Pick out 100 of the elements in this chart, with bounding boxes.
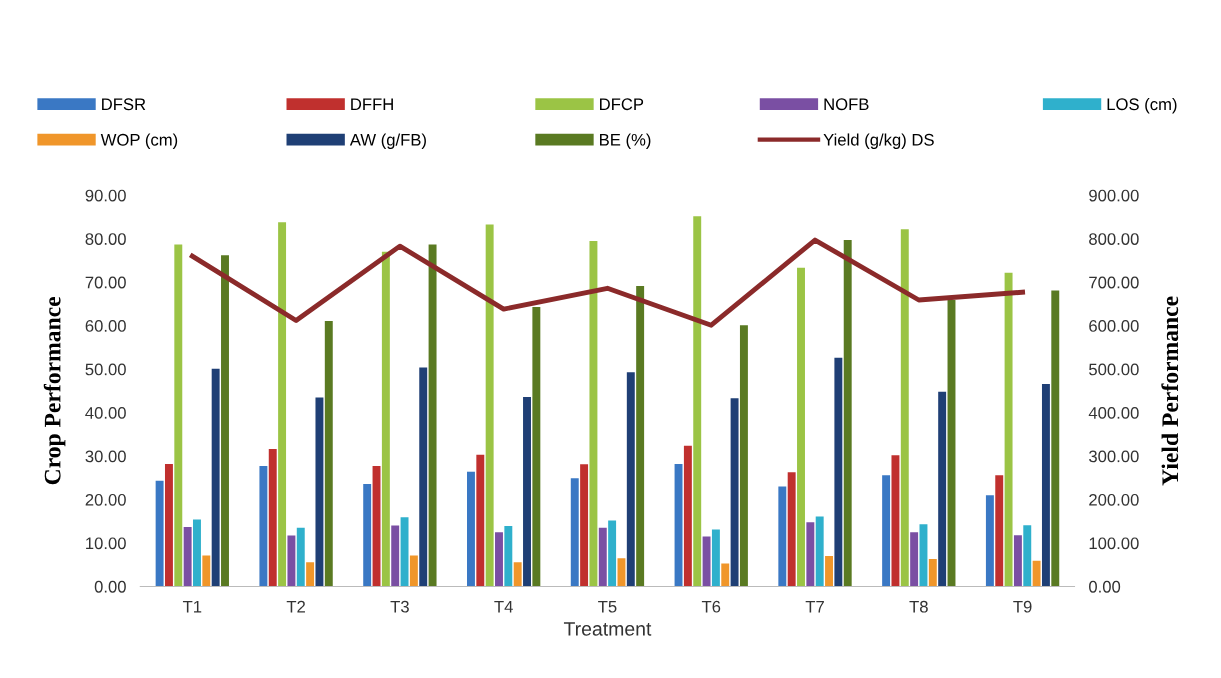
line-series [189,237,1026,328]
bar [211,368,220,587]
y-tick-label: 40.00 [85,407,126,419]
bar [419,367,428,587]
bar [711,529,720,587]
bar [636,286,645,587]
bar [626,372,635,587]
bar [589,240,598,587]
y-tick-label: 80.00 [85,233,126,245]
x-tick-label: T9 [1013,600,1032,613]
x-tick-label: T7 [805,600,824,613]
bar [891,455,900,587]
bar [995,475,1004,587]
bar [985,495,994,587]
bar [910,532,919,587]
bar [1023,525,1032,587]
legend-label: DFCP [600,98,644,111]
bar [778,486,787,587]
y2-tick-label: 300.00 [1089,450,1139,463]
y2-tick-label: 500.00 [1089,363,1139,376]
bar [504,526,513,587]
y-axis-title: Crop Performance [43,296,66,485]
x-tick-label: T3 [390,600,409,613]
y2-tick-label: 200.00 [1089,493,1139,506]
bar [570,478,579,587]
bar [315,397,324,587]
bar [467,471,475,587]
legend-label: Yield (g/kg) DS [823,133,934,149]
legend-label: BE (%) [600,133,651,149]
bar [363,483,372,587]
y-tick-label: 10.00 [86,537,126,550]
x-axis-title: Treatment [563,622,652,636]
legend-label: NOFB [824,98,869,111]
bar [806,522,815,587]
y2-tick-label: 800.00 [1089,233,1139,245]
bar [1041,383,1050,587]
bar [580,464,589,587]
bar [381,251,390,587]
bar [928,559,937,587]
bar [730,398,739,587]
bar [739,325,748,587]
bar [1004,272,1013,587]
bar [306,562,315,587]
bar [797,267,805,587]
bar [400,517,409,587]
bar [683,445,692,587]
bar [815,516,824,587]
y2-tick-label: 0.00 [1089,580,1121,593]
bar [174,244,183,587]
y-tick-label: 70.00 [85,276,126,289]
bar [193,519,201,587]
bar [287,535,296,587]
y-tick-label: 60.00 [85,320,126,332]
bar [296,527,305,587]
legend-label: AW (g/FB) [349,133,426,149]
bar [495,532,503,587]
bar [617,558,626,587]
bar [202,555,211,587]
y-tick-label: 50.00 [85,363,126,376]
y-tick-label: 0.00 [94,580,126,593]
x-tick-label: T6 [701,600,721,613]
bar [938,391,947,587]
y2-tick-label: 900.00 [1089,189,1139,202]
bar [324,320,333,587]
bar [598,527,607,587]
bar [155,480,164,587]
bar [164,463,173,587]
legend-label: WOP (cm) [100,133,178,149]
bar [183,526,192,587]
legend-label: DFFH [351,98,393,110]
y2-axis-title: Yield Performance [1161,296,1179,486]
bar [1051,290,1060,587]
bar [1013,535,1022,587]
bar [702,536,711,587]
bar [523,396,531,587]
x-tick-label: T2 [286,600,305,613]
bar [259,466,268,587]
bar [1032,560,1041,587]
legend-label: DFSR [102,98,146,111]
y2-tick-label: 600.00 [1089,320,1139,332]
y-tick-label: 30.00 [85,450,126,463]
x-tick-label: T5 [598,600,617,613]
bar [882,475,891,587]
legend-label: LOS (cm) [1107,97,1177,114]
bar [693,216,702,587]
x-tick-label: T1 [182,600,202,613]
bar [825,556,833,587]
y2-tick-label: 100.00 [1089,537,1139,550]
bar [787,472,796,587]
bar [485,224,494,587]
bar [513,562,522,587]
bar [900,229,909,587]
bar [476,454,485,587]
y-tick-label: 90.00 [85,189,126,202]
bar [608,520,617,587]
bar [391,525,400,587]
bar [843,240,852,587]
bar [409,555,418,587]
bar [532,306,541,587]
bar [674,463,683,587]
